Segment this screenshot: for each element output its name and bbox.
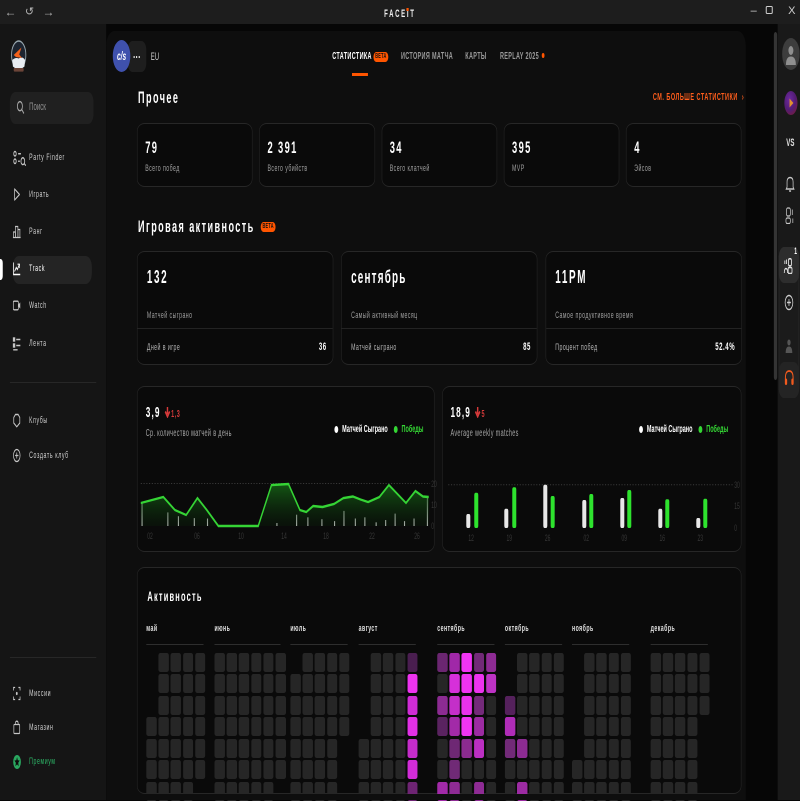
svg-text:26: 26: [414, 530, 420, 541]
svg-text:22: 22: [369, 530, 375, 541]
svg-text:26: 26: [545, 532, 551, 543]
svg-text:23: 23: [697, 532, 703, 543]
svg-text:20: 20: [431, 478, 437, 489]
svg-text:09: 09: [621, 532, 627, 543]
svg-text:10: 10: [238, 530, 244, 541]
svg-text:16: 16: [659, 532, 665, 543]
svg-text:30: 30: [734, 479, 740, 490]
svg-text:19: 19: [506, 532, 512, 543]
svg-text:0: 0: [431, 520, 434, 531]
svg-text:10: 10: [431, 499, 437, 510]
svg-text:18: 18: [323, 530, 329, 541]
svg-text:12: 12: [468, 532, 474, 543]
svg-text:0: 0: [734, 522, 737, 533]
svg-text:15: 15: [734, 500, 740, 511]
svg-text:14: 14: [281, 530, 287, 541]
svg-text:02: 02: [583, 532, 589, 543]
svg-text:06: 06: [194, 530, 200, 541]
svg-text:02: 02: [147, 530, 153, 541]
